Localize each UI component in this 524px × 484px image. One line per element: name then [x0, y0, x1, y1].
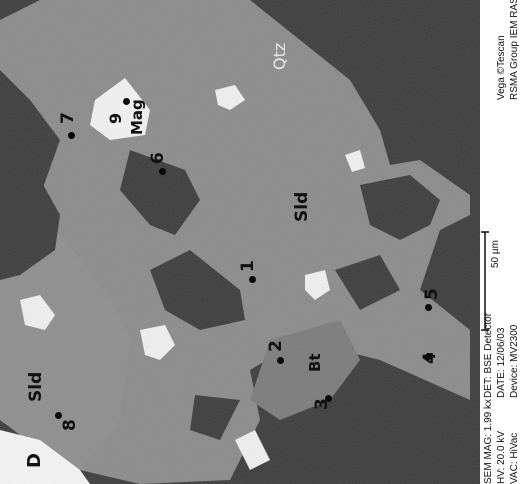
point-label-5: 5	[422, 288, 442, 300]
phase-label-sld-left: Sld	[26, 371, 46, 402]
analysis-point-7	[68, 132, 75, 139]
phase-label-qtz: Qtz	[270, 42, 289, 70]
info-device: Device: MV2300	[509, 324, 520, 398]
point-label-6: 6	[148, 152, 168, 164]
point-label-4: 4	[420, 352, 440, 364]
info-group: RSMA Group IEM RAS	[509, 0, 520, 100]
point-label-9: 9	[106, 112, 125, 124]
point-label-7: 7	[58, 112, 78, 124]
info-strip	[480, 0, 524, 484]
info-mag: SEM MAG: 1.99 kx	[483, 398, 494, 484]
point-label-1: 1	[238, 260, 258, 272]
panel-label-d: D	[24, 453, 45, 468]
info-vac: VAC: HiVac	[509, 432, 520, 484]
analysis-point-8	[55, 412, 62, 419]
analysis-point-6	[159, 168, 166, 175]
info-det: DET: BSE Detector	[483, 312, 494, 398]
info-date: DATE: 12/06/03	[496, 327, 507, 398]
phase-label-mag: Mag	[128, 99, 146, 135]
point-label-8: 8	[60, 419, 80, 431]
analysis-point-2	[277, 357, 284, 364]
analysis-point-4	[425, 353, 432, 360]
info-hv: HV: 20.0 kV	[496, 431, 507, 484]
analysis-point-9	[123, 98, 130, 105]
analysis-point-3	[325, 395, 332, 402]
phase-label-bt: Bt	[306, 353, 324, 372]
point-label-3: 3	[312, 398, 332, 410]
info-vega: Vega ©Tescan	[496, 35, 507, 100]
phase-label-sld-right: Sld	[292, 191, 312, 222]
scale-bar-label: 50 µm	[490, 240, 501, 268]
point-label-2: 2	[266, 340, 286, 352]
analysis-point-5	[425, 304, 432, 311]
analysis-point-1	[249, 276, 256, 283]
